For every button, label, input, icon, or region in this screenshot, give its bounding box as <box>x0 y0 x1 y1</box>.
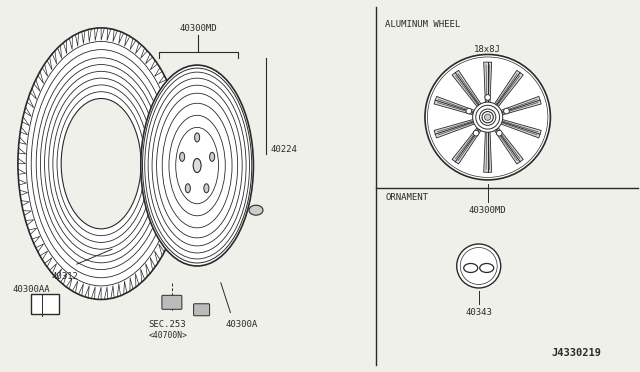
Circle shape <box>479 109 496 125</box>
Polygon shape <box>434 96 477 115</box>
Polygon shape <box>452 70 483 109</box>
Text: ORNAMENT: ORNAMENT <box>385 193 428 202</box>
Circle shape <box>497 130 502 136</box>
Circle shape <box>457 244 500 288</box>
Circle shape <box>504 108 509 114</box>
Text: J4330219: J4330219 <box>552 348 602 358</box>
Text: 40312: 40312 <box>51 272 78 280</box>
Text: 18x8J: 18x8J <box>474 45 501 54</box>
Text: 40300MD: 40300MD <box>180 25 217 33</box>
Ellipse shape <box>249 205 263 215</box>
Circle shape <box>484 114 491 120</box>
Ellipse shape <box>186 184 190 193</box>
Circle shape <box>473 130 479 136</box>
Ellipse shape <box>141 65 253 266</box>
Polygon shape <box>484 62 492 105</box>
FancyBboxPatch shape <box>193 304 210 316</box>
Ellipse shape <box>209 152 214 161</box>
Ellipse shape <box>180 152 185 161</box>
Polygon shape <box>499 96 541 115</box>
Text: 40224: 40224 <box>270 145 297 154</box>
Polygon shape <box>493 70 524 109</box>
Text: <40700N>: <40700N> <box>148 331 188 340</box>
Text: 40300AA: 40300AA <box>13 285 51 294</box>
Text: 40300MD: 40300MD <box>469 206 506 215</box>
Circle shape <box>482 112 493 123</box>
Polygon shape <box>452 126 483 164</box>
Polygon shape <box>493 126 524 164</box>
FancyBboxPatch shape <box>162 295 182 310</box>
Polygon shape <box>484 129 492 172</box>
Text: 40343: 40343 <box>465 308 492 317</box>
Ellipse shape <box>195 133 200 142</box>
Circle shape <box>485 94 490 100</box>
Ellipse shape <box>18 28 184 299</box>
Circle shape <box>466 108 472 114</box>
Circle shape <box>476 105 500 129</box>
Circle shape <box>472 102 503 132</box>
Circle shape <box>425 54 550 180</box>
Text: 40300A: 40300A <box>225 320 257 329</box>
Polygon shape <box>434 119 477 138</box>
Polygon shape <box>499 119 541 138</box>
Text: SEC.253: SEC.253 <box>148 320 186 329</box>
Text: ALUMINUM WHEEL: ALUMINUM WHEEL <box>385 20 461 29</box>
Ellipse shape <box>61 99 141 229</box>
Ellipse shape <box>204 184 209 193</box>
Bar <box>31 294 59 314</box>
Ellipse shape <box>193 158 201 173</box>
